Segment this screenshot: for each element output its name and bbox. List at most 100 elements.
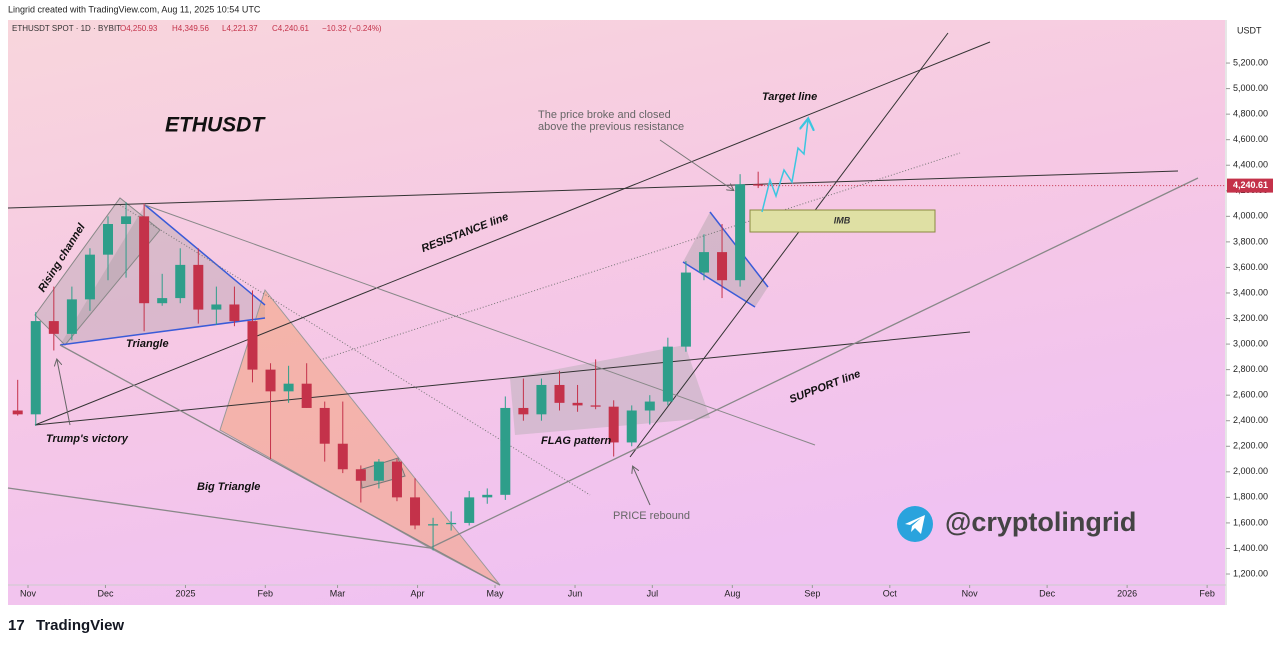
- y-tick-label: 3,800.00: [1233, 236, 1268, 246]
- candle-body: [66, 299, 77, 334]
- candle-body: [554, 384, 565, 403]
- dotted-line: [319, 152, 961, 361]
- annotation: Big Triangle: [197, 481, 260, 493]
- candle-body: [572, 402, 583, 406]
- arrow: [57, 360, 71, 426]
- change: −10.32 (−0.24%): [322, 24, 382, 33]
- y-tick-label: 4,000.00: [1233, 211, 1268, 221]
- trend-line: [59, 317, 266, 346]
- projection: [761, 120, 808, 213]
- annotation: The price broke and closed: [538, 109, 671, 121]
- y-tick-label: 2,600.00: [1233, 390, 1268, 400]
- plot-bg: [8, 20, 1225, 605]
- symbol: ETHUSDT SPOT · 1D · BYBIT: [12, 24, 121, 33]
- candles: [12, 171, 764, 551]
- candle-body: [753, 184, 764, 186]
- y-tick-label: 2,800.00: [1233, 364, 1268, 374]
- annotation: Target line: [762, 91, 817, 103]
- y-tick-label: 2,000.00: [1233, 466, 1268, 476]
- x-tick-label: Oct: [883, 588, 898, 598]
- candle-body: [121, 216, 132, 225]
- candle-body: [590, 405, 601, 407]
- candle-body: [391, 461, 402, 498]
- dotted-line: [119, 204, 591, 496]
- target-line: [34, 41, 991, 426]
- rising-channel: [34, 197, 161, 346]
- candle-body: [283, 383, 294, 392]
- candle-body: [247, 321, 258, 370]
- x-tick-label: Mar: [330, 588, 346, 598]
- flag: [510, 345, 710, 435]
- candle-body: [157, 298, 168, 304]
- ohlc: ETHUSDT SPOT · 1D · BYBIT O4,250.93 H4,3…: [12, 24, 382, 33]
- annotation: Trump's victory: [46, 433, 129, 445]
- support-line: [34, 331, 971, 426]
- y-tick-label: 3,000.00: [1233, 338, 1268, 348]
- annotation: PRICE rebound: [613, 510, 690, 522]
- y-tick-label: 1,600.00: [1233, 517, 1268, 527]
- resistance-line: [7, 170, 1179, 209]
- close: C4,240.61: [272, 24, 309, 33]
- annotation: above the previous resistance: [538, 121, 684, 133]
- gray-line: [144, 204, 816, 446]
- candle-body: [139, 216, 150, 304]
- imb-zone: [749, 209, 936, 233]
- y-tick-label: 1,400.00: [1233, 543, 1268, 553]
- candle-body: [30, 321, 41, 415]
- candle-body: [644, 401, 655, 411]
- high: H4,349.56: [172, 24, 209, 33]
- candle-body: [482, 494, 493, 498]
- x-tick-label: May: [487, 588, 505, 598]
- candle-body: [608, 406, 619, 443]
- price-axis-bg: [1227, 20, 1280, 605]
- trend-line: [682, 261, 756, 308]
- candle-body: [698, 252, 709, 273]
- x-tick-label: 2026: [1117, 588, 1137, 598]
- arrow: [659, 139, 733, 190]
- candle-body: [373, 461, 384, 481]
- currency: USDT: [1237, 25, 1262, 35]
- candle-body: [680, 272, 691, 347]
- y-tick-label: 4,600.00: [1233, 134, 1268, 144]
- candle-body: [355, 469, 366, 481]
- open: O4,250.93: [120, 24, 158, 33]
- gray-line: [429, 177, 1199, 549]
- y-tick-label: 1,800.00: [1233, 492, 1268, 502]
- candle-body: [229, 304, 240, 322]
- candle-body: [536, 384, 547, 415]
- candle-body: [717, 252, 728, 281]
- y-tick-label: 4,400.00: [1233, 160, 1268, 170]
- x-tick-label: Feb: [1199, 588, 1215, 598]
- candle-body: [410, 497, 421, 526]
- y-tick-label: 3,200.00: [1233, 313, 1268, 323]
- x-tick-label: Nov: [20, 588, 37, 598]
- trend-line: [144, 204, 266, 306]
- x-tick-label: Feb: [258, 588, 274, 598]
- candle-body: [319, 407, 330, 444]
- y-tick-label: 3,600.00: [1233, 262, 1268, 272]
- handle: @cryptolingrid: [945, 507, 1136, 537]
- y-tick-label: 2,400.00: [1233, 415, 1268, 425]
- low: L4,221.37: [222, 24, 258, 33]
- x-tick-label: Sep: [804, 588, 820, 598]
- candle-body: [500, 407, 511, 495]
- gray-line: [7, 487, 431, 549]
- brand: TradingView: [36, 617, 124, 634]
- last-price-box: [1227, 178, 1273, 193]
- candle-body: [626, 410, 637, 443]
- y-tick-label: 1,200.00: [1233, 568, 1268, 578]
- last-price-label: 4,240.61: [1233, 180, 1268, 190]
- steep-line: [629, 32, 949, 458]
- candle-body: [193, 264, 204, 310]
- candle-body: [662, 346, 673, 402]
- candle-body: [12, 410, 23, 415]
- chart-title: ETHUSDT: [165, 114, 266, 137]
- credit: Lingrid created with TradingView.com, Au…: [8, 4, 261, 14]
- candle-body: [428, 524, 439, 526]
- candle-body: [337, 443, 348, 470]
- x-tick-label: Jun: [568, 588, 583, 598]
- telegram-plane: [905, 515, 925, 534]
- x-tick-label: Aug: [724, 588, 740, 598]
